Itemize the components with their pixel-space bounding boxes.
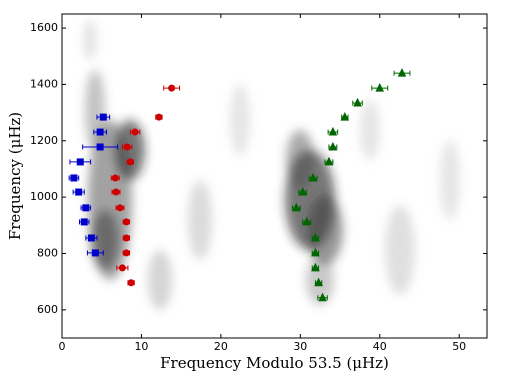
point [91, 249, 99, 257]
plot-frame [61, 13, 488, 339]
point [127, 279, 135, 287]
x-tick-label: 20 [214, 340, 228, 353]
point [298, 186, 308, 196]
point [123, 143, 131, 151]
y-axis-label: Frequency (μHz) [6, 112, 24, 240]
point [75, 188, 83, 196]
point [292, 202, 301, 212]
point [82, 204, 90, 212]
x-axis-label: Frequency Modulo 53.5 (μHz) [160, 354, 389, 372]
y-tick-label: 1000 [30, 190, 58, 203]
point [311, 247, 320, 257]
point [328, 141, 338, 151]
point [397, 68, 407, 77]
y-tick-label: 1400 [30, 77, 58, 90]
y-tick-label: 1200 [30, 134, 58, 147]
power-background [84, 20, 460, 310]
point [96, 128, 104, 136]
point [308, 172, 318, 182]
point [122, 218, 130, 226]
point [375, 82, 385, 92]
point [168, 84, 176, 92]
point [314, 277, 323, 287]
point [111, 174, 119, 182]
point [112, 188, 120, 196]
y-tick-label: 1600 [30, 21, 58, 34]
x-tick-label: 30 [293, 340, 307, 353]
point [131, 128, 139, 136]
point [126, 158, 134, 166]
x-tick-label: 50 [452, 340, 466, 353]
y-tick-label: 600 [37, 303, 58, 316]
point [70, 174, 78, 182]
x-tick-label: 40 [373, 340, 387, 353]
y-tick-label: 800 [37, 246, 58, 259]
point [122, 234, 130, 242]
point [80, 218, 88, 226]
point [99, 113, 107, 121]
point [311, 262, 320, 272]
x-tick-label: 10 [134, 340, 148, 353]
point [116, 204, 124, 212]
x-tick-label: 0 [59, 340, 66, 353]
point [318, 292, 327, 302]
point [118, 264, 126, 272]
point [340, 111, 350, 121]
point [311, 232, 320, 242]
point [353, 97, 362, 107]
point [324, 156, 334, 166]
point [96, 143, 104, 151]
point [87, 234, 95, 242]
point [122, 249, 130, 257]
point [76, 158, 84, 166]
point [302, 216, 311, 226]
point [155, 113, 163, 121]
point [328, 126, 338, 136]
